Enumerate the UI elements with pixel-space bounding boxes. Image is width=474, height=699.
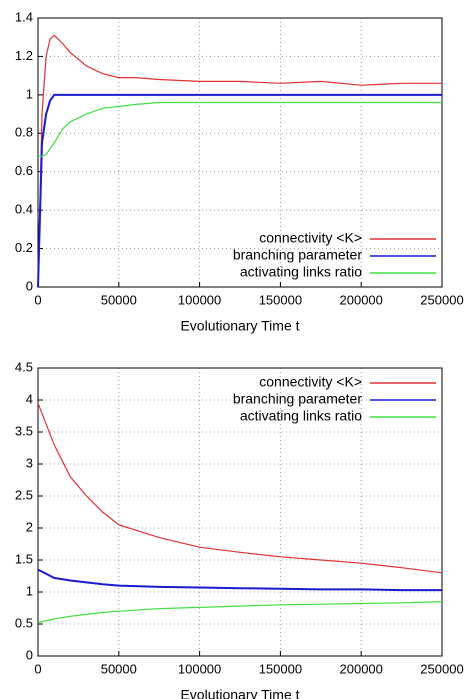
x-tick-label: 100000 [178,661,221,676]
y-tick-label: 3 [26,455,33,470]
legend-label: activating links ratio [240,408,362,424]
y-tick-label: 4 [26,391,33,406]
y-tick-label: 2.5 [15,487,33,502]
x-axis-label: Evolutionary Time t [180,318,299,334]
y-tick-label: 2 [26,519,33,534]
x-tick-label: 250000 [420,661,463,676]
y-tick-label: 0.6 [15,163,33,178]
legend-label: connectivity <K> [259,230,362,246]
y-tick-label: 1.2 [15,48,33,63]
plot-frame [37,17,443,288]
x-tick-label: 200000 [340,661,383,676]
x-tick-label: 150000 [259,292,302,307]
x-tick-label: 100000 [178,292,221,307]
series-line [37,402,443,574]
y-tick-label: 1.5 [15,551,33,566]
legend-label: branching parameter [233,247,363,263]
y-tick-label: 0.5 [15,615,33,630]
y-tick-label: 0.2 [15,240,33,255]
plot-frame [37,367,443,657]
x-tick-label: 150000 [259,661,302,676]
x-tick-label: 50000 [101,661,137,676]
x-tick-label: 200000 [340,292,383,307]
y-tick-label: 0.4 [15,202,33,217]
y-tick-label: 1.4 [15,9,33,24]
x-tick-label: 250000 [420,292,463,307]
series-line [37,568,442,592]
x-axis-label: Evolutionary Time t [180,687,299,699]
y-tick-label: 0 [26,647,33,662]
y-tick-label: 0 [26,278,33,293]
legend-label: activating links ratio [240,264,362,280]
x-tick-label: 0 [34,292,41,307]
series-line [37,34,442,288]
y-tick-label: 4.5 [15,359,33,374]
series-line [38,101,442,157]
legend-label: connectivity <K> [259,374,362,390]
y-tick-label: 3.5 [15,423,33,438]
series-line [37,601,443,624]
x-tick-label: 50000 [101,292,137,307]
y-tick-label: 1 [26,86,33,101]
x-tick-label: 0 [34,661,41,676]
y-tick-label: 1 [26,583,33,598]
legend-label: branching parameter [233,391,363,407]
y-tick-label: 0.8 [15,125,33,140]
series-line [37,93,442,288]
